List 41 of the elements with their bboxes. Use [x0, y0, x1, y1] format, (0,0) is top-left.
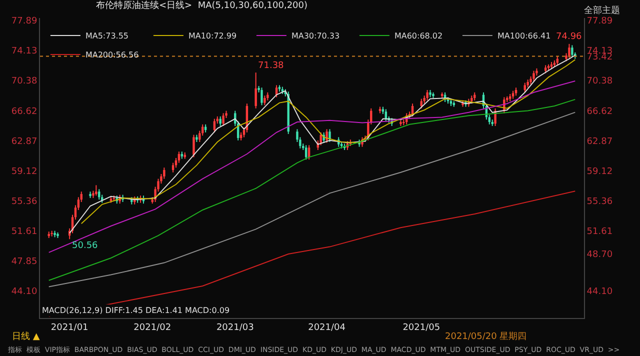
y-tick-label: 66.62 — [11, 106, 38, 117]
text: 全部主题 — [584, 5, 620, 16]
y-tick-label: 74.13 — [11, 46, 38, 57]
y-tick-label: 59.12 — [11, 166, 38, 177]
annotation: MACD(26,12,9) DIFF:1.45 DEA:1.41 MACD:0.09 — [42, 306, 230, 315]
legend-label: MA30:70.33 — [291, 32, 340, 41]
y2-tick-label: 73.42 — [586, 52, 613, 62]
legend-label: MA10:72.99 — [188, 32, 237, 41]
y-tick-label: 51.61 — [11, 226, 38, 237]
legend-label: MA60:68.02 — [394, 32, 443, 41]
annotation: 74.96 — [556, 32, 582, 42]
y-tick-label: 77.89 — [11, 16, 38, 27]
x-tick-label: 2021/05 — [402, 322, 440, 333]
y2-tick-label: 70.38 — [586, 76, 613, 87]
legend-label: MA200:56.56 — [85, 50, 139, 60]
y2-tick-label: 51.61 — [586, 226, 613, 237]
y2-tick-label: 44.10 — [586, 286, 613, 297]
legend-label: MA5:73.55 — [85, 32, 129, 41]
x-tick-label: 2021/03 — [216, 322, 254, 333]
annotation: 50.56 — [72, 241, 98, 251]
y2-tick-label: 48.70 — [586, 250, 613, 260]
line-series — [48, 80, 576, 253]
y-tick-label: 47.85 — [11, 256, 38, 267]
y2-tick-label: 62.87 — [586, 136, 613, 147]
text: 2021/05/20 星期四 — [445, 331, 527, 342]
chart-title: 布伦特原油连续<日线> — [96, 1, 192, 12]
y-tick-label: 70.38 — [11, 76, 38, 87]
y2-tick-label: 77.89 — [586, 16, 613, 27]
y-tick-label: 62.87 — [11, 136, 38, 147]
y2-tick-label: 66.62 — [586, 106, 613, 117]
chart-subtitle: MA(5,10,30,60,100,200) — [198, 1, 308, 12]
y2-tick-label: 55.36 — [586, 196, 613, 207]
y-tick-label: 44.10 — [11, 286, 38, 297]
annotation: 71.38 — [258, 61, 284, 71]
y2-tick-label: 59.12 — [586, 166, 613, 177]
x-tick-label: 2021/04 — [308, 322, 346, 333]
x-tick-label: 2021/02 — [134, 322, 172, 333]
text: 日线 ▲ — [12, 331, 40, 342]
y-tick-label: 55.36 — [11, 196, 38, 207]
x-tick-label: 2021/01 — [50, 322, 88, 333]
legend-label: MA100:66.41 — [497, 32, 551, 41]
